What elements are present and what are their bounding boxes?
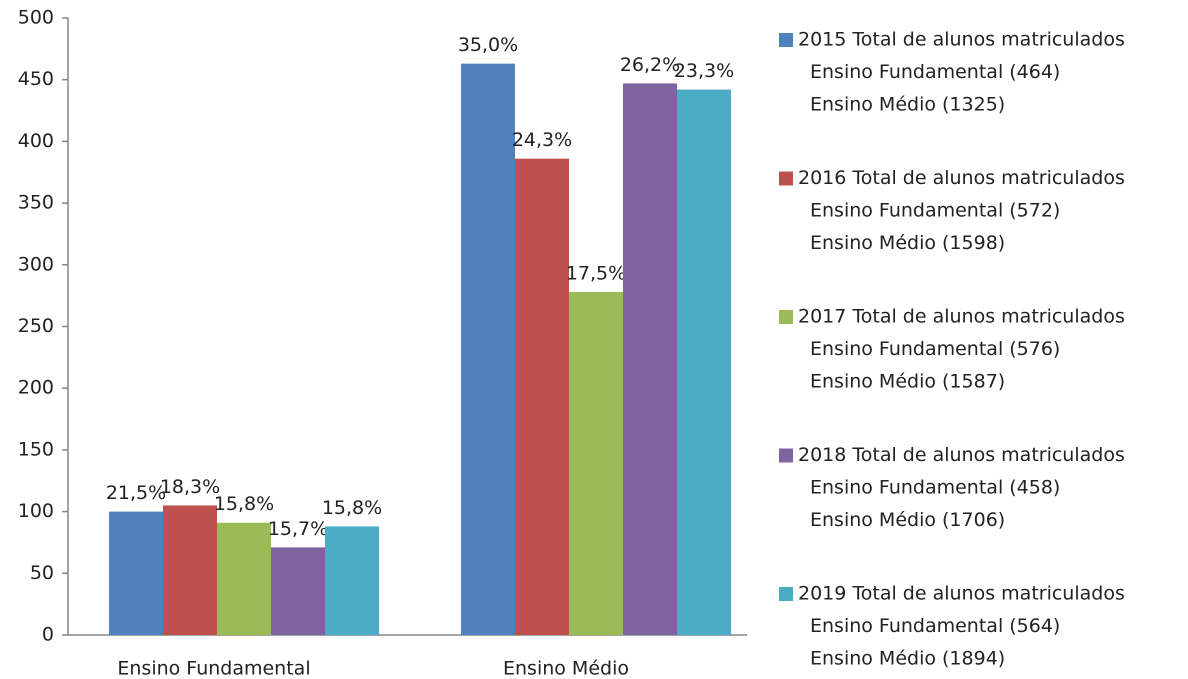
y-tick-label: 0 <box>42 624 54 646</box>
bar <box>109 511 163 635</box>
bar <box>623 83 677 636</box>
y-tick-label: 400 <box>18 130 54 152</box>
bar <box>569 291 623 635</box>
legend-label: 2017 Total de alunos matriculados <box>798 306 1125 328</box>
legend-detail: Ensino Fundamental (576) <box>810 338 1060 360</box>
legend-detail: Ensino Médio (1894) <box>810 648 1005 670</box>
legend-swatch <box>779 448 793 463</box>
y-tick-label: 350 <box>18 192 54 214</box>
bar <box>325 526 379 635</box>
bar-annotation: 26,2% <box>620 54 680 76</box>
bar-annotation: 18,3% <box>160 476 220 498</box>
y-tick-label: 50 <box>30 562 54 584</box>
bar <box>677 89 731 635</box>
bar-annotation: 15,7% <box>268 518 328 540</box>
legend-swatch <box>779 587 793 601</box>
y-tick-label: 450 <box>18 68 54 90</box>
y-tick-label: 500 <box>18 7 54 29</box>
legend-detail: Ensino Médio (1325) <box>810 94 1005 116</box>
bar-annotation: 21,5% <box>106 482 166 504</box>
bar <box>217 522 271 635</box>
legend-detail: Ensino Médio (1587) <box>810 371 1005 393</box>
bar <box>271 547 325 635</box>
legend-label: 2018 Total de alunos matriculados <box>798 444 1125 466</box>
legend-swatch <box>779 310 793 324</box>
bar-annotation: 15,8% <box>322 497 382 519</box>
x-tick-label: Ensino Fundamental <box>117 658 310 679</box>
y-tick-label: 200 <box>18 377 54 399</box>
legend-label: 2016 Total de alunos matriculados <box>798 167 1125 189</box>
bar <box>515 158 569 635</box>
bar-annotation: 35,0% <box>458 34 518 56</box>
bar <box>461 63 515 635</box>
y-tick-label: 100 <box>18 500 54 522</box>
legend-detail: Ensino Médio (1598) <box>810 232 1005 254</box>
legend-detail: Ensino Médio (1706) <box>810 509 1005 531</box>
y-tick-label: 300 <box>18 253 54 275</box>
bar-annotation: 23,3% <box>674 60 734 82</box>
bar-annotation: 24,3% <box>512 129 572 151</box>
bar-annotation: 17,5% <box>566 262 626 284</box>
legend-detail: Ensino Fundamental (572) <box>810 200 1060 222</box>
legend-detail: Ensino Fundamental (564) <box>810 615 1060 637</box>
y-tick-label: 250 <box>18 315 54 337</box>
legend-swatch <box>779 33 793 47</box>
y-tick-label: 150 <box>18 438 54 460</box>
bar-annotation: 15,8% <box>214 493 274 515</box>
legend-detail: Ensino Fundamental (458) <box>810 477 1060 499</box>
x-tick-label: Ensino Médio <box>503 658 629 679</box>
legend-swatch <box>779 171 793 186</box>
legend-detail: Ensino Fundamental (464) <box>810 61 1060 83</box>
legend-label: 2015 Total de alunos matriculados <box>798 29 1125 51</box>
legend-label: 2019 Total de alunos matriculados <box>798 583 1125 605</box>
bar <box>163 505 217 635</box>
